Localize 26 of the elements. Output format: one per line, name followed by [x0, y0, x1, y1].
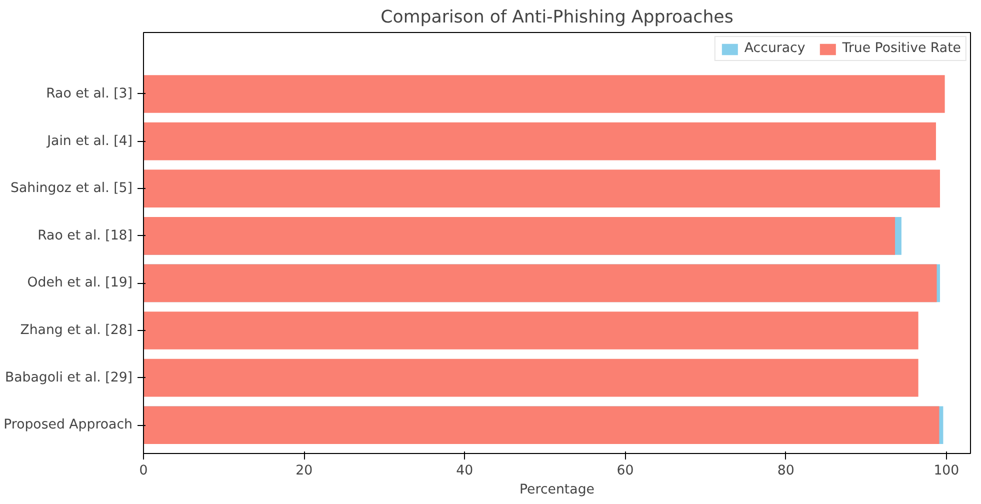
bar — [144, 358, 918, 397]
bar — [144, 216, 896, 255]
legend-label: Accuracy — [744, 41, 806, 56]
x-tick-label: 40 — [456, 464, 474, 478]
legend-label: True Positive Rate — [842, 41, 961, 56]
x-tick-label: 0 — [139, 464, 148, 478]
y-tick-label: Proposed Approach — [4, 418, 132, 433]
y-tick-label: Odeh et al. [19] — [27, 276, 133, 291]
bar — [144, 312, 918, 350]
bar — [144, 264, 937, 302]
y-tick-label: Rao et al. [3] — [46, 86, 133, 102]
x-tick-label: 100 — [934, 464, 960, 478]
y-tick-label: Jain et al. [4] — [46, 134, 133, 149]
x-tick-label: 20 — [296, 464, 313, 478]
bar — [144, 122, 936, 160]
y-tick-label: Zhang et al. [28] — [20, 323, 133, 338]
chart-title: Comparison of Anti-Phishing Approaches — [380, 8, 734, 28]
y-tick-label: Babagoli et al. [29] — [4, 370, 132, 386]
x-tick-label: 80 — [777, 464, 794, 478]
bar — [144, 406, 940, 444]
x-axis-title: Percentage — [520, 482, 594, 498]
y-tick-label: Sahingoz et al. [5] — [10, 181, 133, 196]
x-tick-label: 60 — [616, 464, 634, 478]
bar — [144, 75, 945, 113]
bar — [144, 170, 940, 208]
y-tick-label: Rao et al. [18] — [38, 228, 133, 244]
